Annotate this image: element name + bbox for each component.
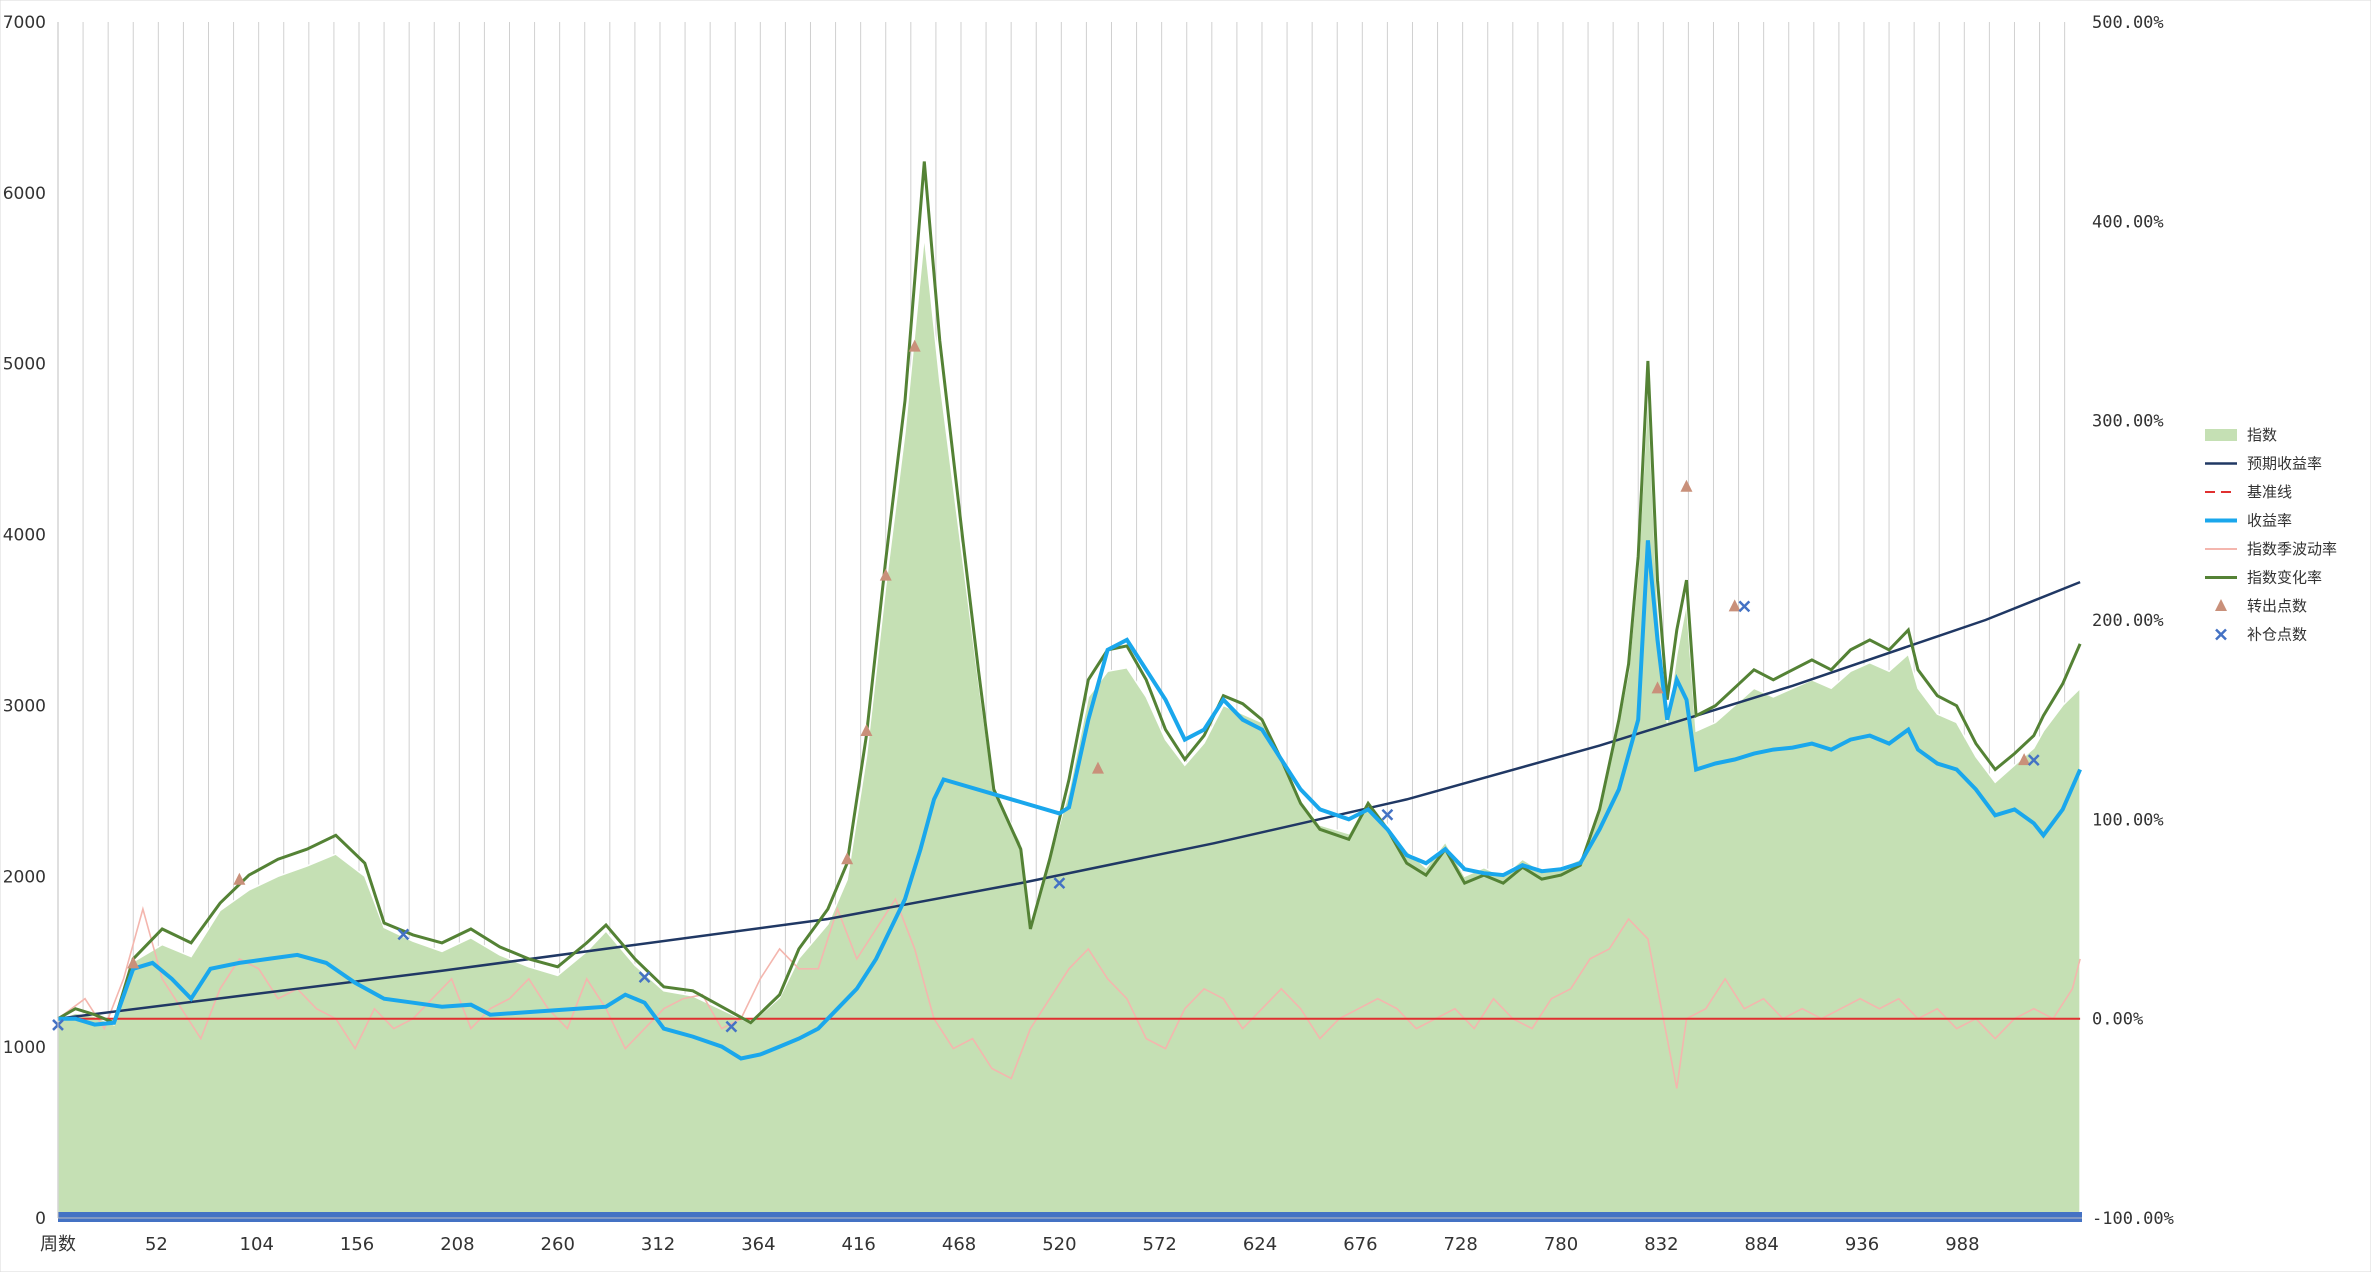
line-series-layer <box>57 161 2082 1089</box>
legend-item[interactable]: 指数 <box>2205 426 2277 444</box>
x-tick-label: 416 <box>842 1234 876 1255</box>
buy-point-marker <box>2027 754 2040 766</box>
x-axis-label: 周数 <box>40 1234 76 1255</box>
sell-point-marker <box>908 339 921 352</box>
axes: 0 1000 2000 3000 4000 5000 6000 7000 -100.00% 0.0… <box>3 13 2174 1255</box>
x-tick-label: 624 <box>1243 1234 1277 1255</box>
legend-label: 预期收益率 <box>2247 455 2322 473</box>
y-left-tick-label: 0 <box>35 1209 46 1229</box>
legend-label: 指数季波动率 <box>2247 540 2337 558</box>
y-left-tick-label: 4000 <box>3 526 46 546</box>
buy-point-marker <box>1053 877 1066 890</box>
sell-point-marker <box>1651 681 1664 694</box>
sell-point-marker <box>841 852 854 865</box>
buy-point-marker <box>397 928 410 941</box>
x-tick-label: 468 <box>942 1234 976 1255</box>
legend-label: 基准线 <box>2247 483 2292 501</box>
buy-point-marker <box>638 971 651 983</box>
x-tick-label: 936 <box>1845 1234 1879 1255</box>
y-right-tick-label: 300.00% <box>2092 412 2164 432</box>
legend-item[interactable]: 指数变化率 <box>2205 569 2322 587</box>
x-tick-label: 884 <box>1745 1234 1779 1255</box>
x-tick-label: 104 <box>240 1234 274 1255</box>
buy-point-marker <box>1381 808 1394 821</box>
x-tick-label: 780 <box>1544 1234 1578 1255</box>
sell-point-marker <box>233 872 246 885</box>
legend-label: 收益率 <box>2247 512 2292 530</box>
expected-return-line <box>57 580 2081 1020</box>
x-tick-label: 572 <box>1143 1234 1177 1255</box>
legend-label: 转出点数 <box>2247 597 2307 615</box>
x-tick-label: 260 <box>541 1234 575 1255</box>
y-left-tick-label: 7000 <box>3 13 46 33</box>
y-left-tick-label: 2000 <box>3 867 46 887</box>
legend-label: 指数 <box>2247 426 2277 444</box>
legend-item[interactable]: 转出点数 <box>2215 597 2307 615</box>
legend-item[interactable]: 补仓点数 <box>2215 626 2307 644</box>
sell-point-marker <box>879 568 892 581</box>
x-tick-label: 988 <box>1945 1234 1979 1255</box>
return-rate-line <box>58 540 2082 1061</box>
x-tick-label: 208 <box>440 1234 474 1255</box>
y-left-tick-label: 3000 <box>3 696 46 716</box>
buy-point-marker <box>1738 600 1751 613</box>
sell-point-marker <box>860 724 873 737</box>
x-tick-label: 312 <box>641 1234 675 1255</box>
y-right-tick-label: 400.00% <box>2092 212 2164 232</box>
y-left-tick-label: 5000 <box>3 355 46 375</box>
legend-label: 指数变化率 <box>2247 569 2322 587</box>
legend-item[interactable]: 基准线 <box>2205 483 2292 501</box>
y-left-tick-label: 6000 <box>3 184 46 204</box>
marker-layer <box>52 339 2082 1222</box>
legend-label: 补仓点数 <box>2247 626 2307 644</box>
y-right-tick-label: 100.00% <box>2092 810 2164 830</box>
x-tick-label: 156 <box>340 1234 374 1255</box>
x-tick-label: 364 <box>741 1234 775 1255</box>
legend-item[interactable]: 指数季波动率 <box>2205 540 2337 558</box>
sell-point-marker <box>1091 761 1104 774</box>
legend-swatch <box>2215 628 2227 641</box>
bottom-marker-band <box>58 1212 2082 1222</box>
y-right-tick-label: 200.00% <box>2092 611 2164 631</box>
legend-swatch <box>2205 429 2237 441</box>
x-tick-label: 832 <box>1644 1234 1678 1255</box>
y-right-tick-label: -100.00% <box>2092 1209 2174 1229</box>
sell-point-marker <box>2018 753 2031 766</box>
legend-item[interactable]: 预期收益率 <box>2205 455 2322 473</box>
legend-swatch <box>2215 599 2227 611</box>
legend-item[interactable]: 收益率 <box>2205 512 2292 530</box>
quarterly-volatility-line <box>57 897 2081 1089</box>
x-tick-label: 52 <box>145 1234 168 1255</box>
y-right-tick-label: 500.00% <box>2092 13 2164 33</box>
x-tick-label: 520 <box>1042 1234 1076 1255</box>
sell-point-marker <box>127 956 140 969</box>
sell-point-marker <box>1728 599 1741 612</box>
x-tick-label: 728 <box>1444 1234 1478 1255</box>
y-right-tick-label: 0.00% <box>2092 1010 2143 1030</box>
sell-point-marker <box>1680 479 1693 492</box>
x-tick-label: 676 <box>1343 1234 1377 1255</box>
buy-point-marker <box>725 1020 738 1033</box>
y-left-tick-label: 1000 <box>3 1038 46 1058</box>
